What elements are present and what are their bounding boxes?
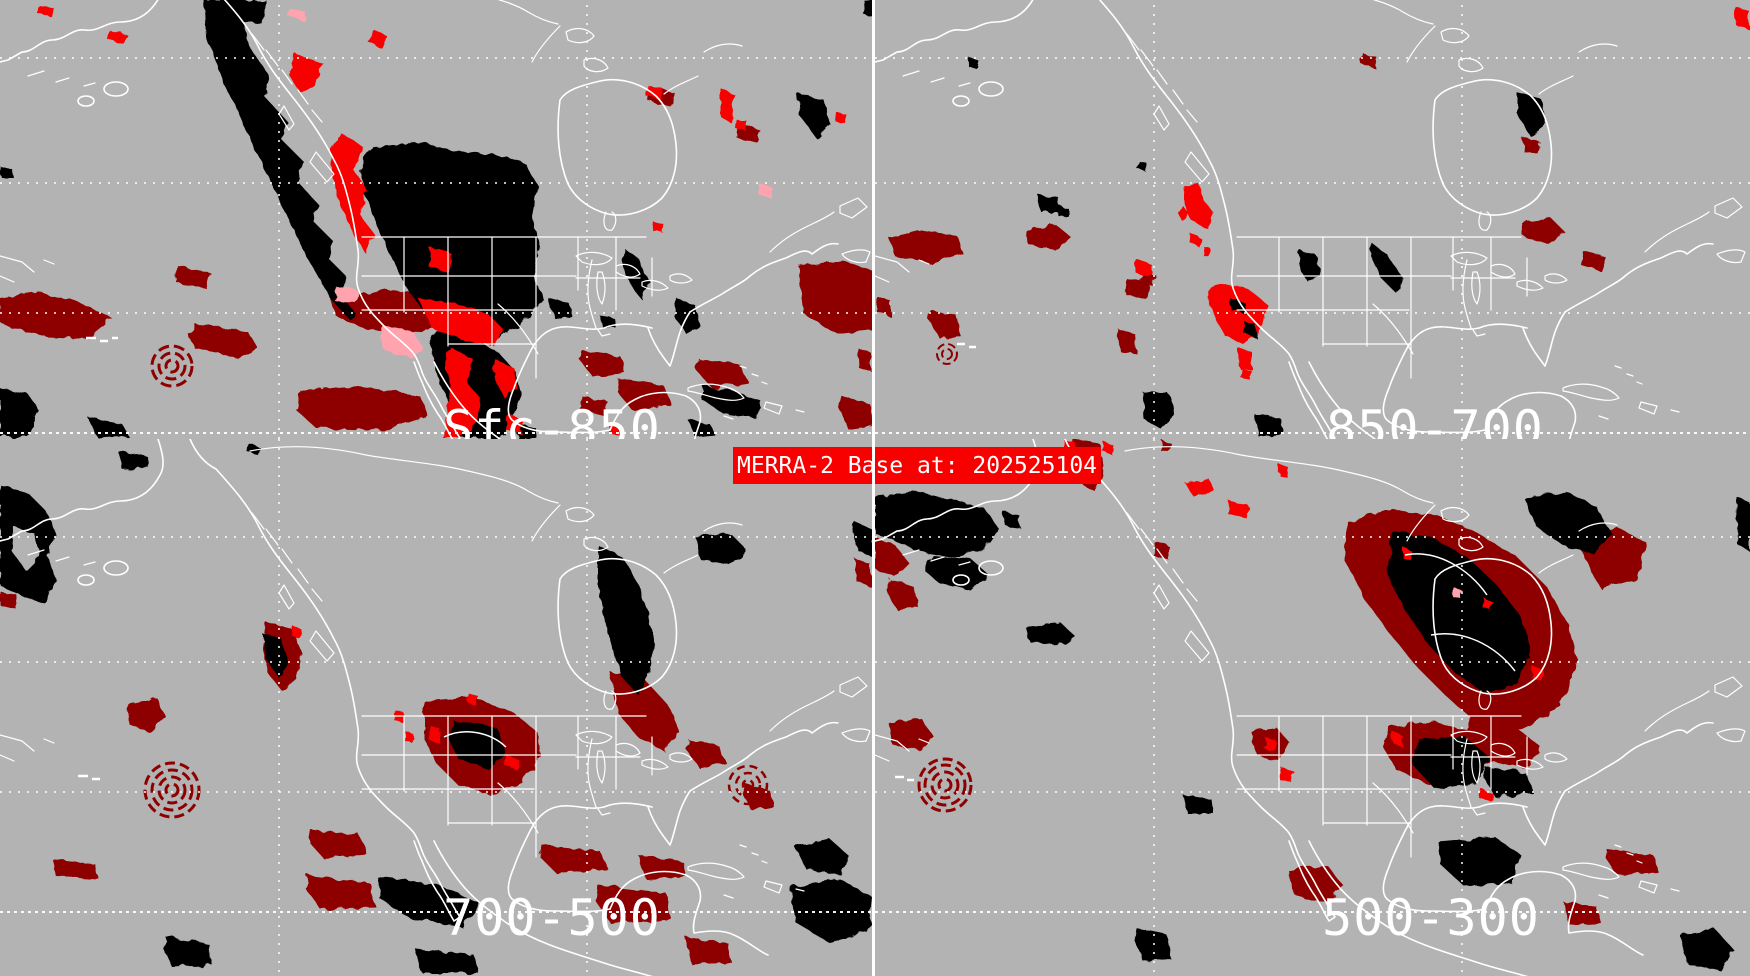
map-panel-500-300: 500-300 bbox=[875, 439, 1750, 976]
panel-label-850-700: 850-700 bbox=[1326, 400, 1544, 439]
basemap bbox=[0, 0, 875, 439]
cyclone-swirl bbox=[150, 344, 194, 388]
data-overlay bbox=[877, 6, 1749, 437]
panel-divider bbox=[872, 0, 875, 976]
cyclone-swirl bbox=[143, 761, 201, 819]
data-overlay bbox=[875, 439, 1750, 971]
panel-label-sfc-850: Sfc-850 bbox=[443, 400, 661, 439]
basemap bbox=[0, 439, 875, 976]
cyclone-swirl bbox=[917, 757, 973, 813]
panel-label-700-500: 700-500 bbox=[443, 889, 661, 947]
status-banner-text: MERRA-2 Base at: 202525104 bbox=[736, 452, 1098, 479]
cyclone-swirl bbox=[936, 343, 958, 365]
map-panel-sfc-850: Sfc-850 bbox=[0, 0, 875, 439]
cyclone-swirl bbox=[727, 764, 769, 806]
status-banner: MERRA-2 Base at: 202525104 bbox=[733, 447, 1101, 484]
cyclone-swirl bbox=[900, 719, 926, 745]
panel-label-500-300: 500-300 bbox=[1322, 889, 1540, 947]
map-panel-850-700: 850-700 bbox=[875, 0, 1750, 439]
basemap bbox=[875, 0, 1750, 439]
basemap bbox=[875, 439, 1750, 976]
map-panel-700-500: 700-500 bbox=[0, 439, 875, 976]
